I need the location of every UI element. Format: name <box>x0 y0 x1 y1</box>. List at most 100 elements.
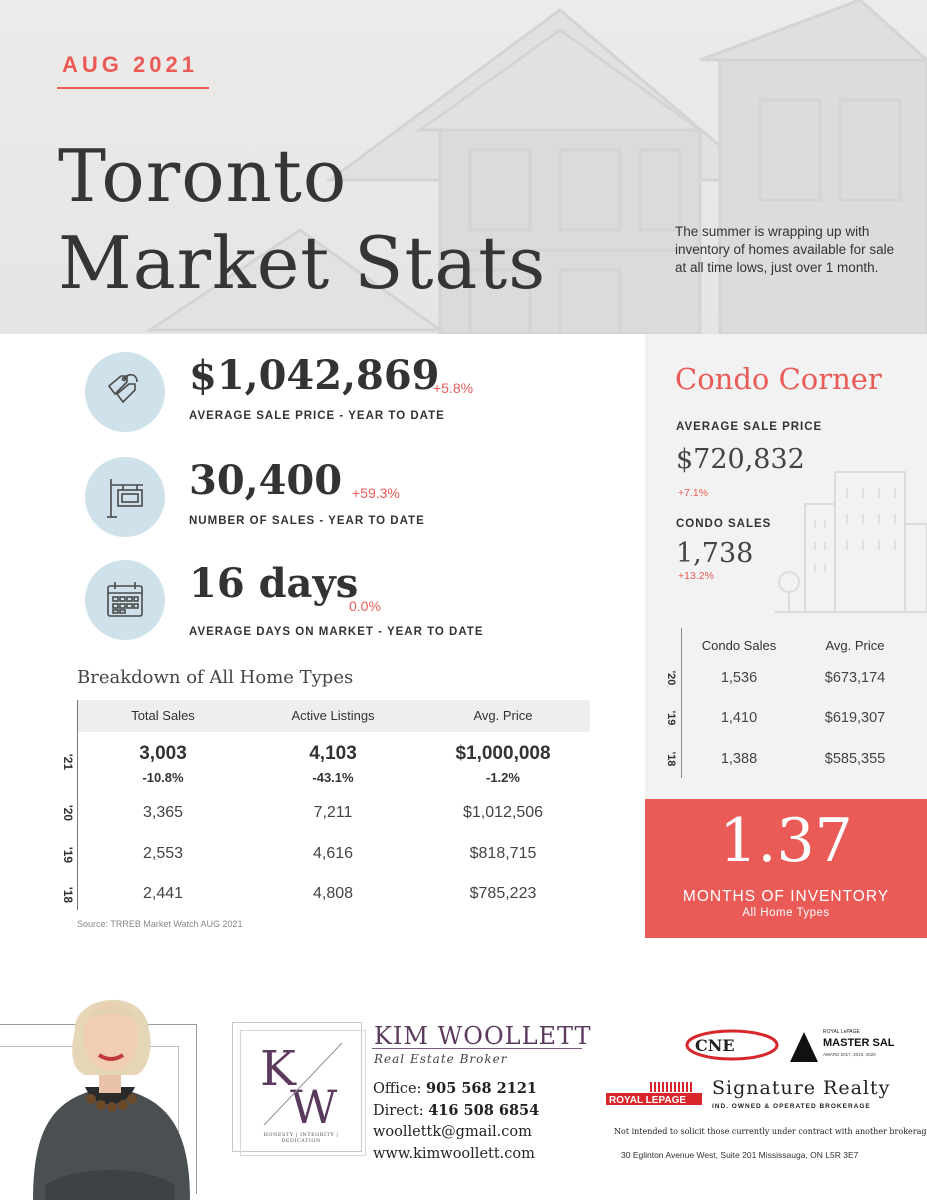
master-award-text: AWARD 2017, 2019, 2020 <box>823 1052 876 1057</box>
column-header-total-sales: Total Sales <box>131 708 195 723</box>
house-background-image <box>145 0 927 334</box>
hero-banner: AUG 2021 Toronto Market Stats The summer… <box>0 0 927 334</box>
svg-text:K: K <box>260 1041 297 1097</box>
stat-average-sale-price: $1,042,869 +5.8% AVERAGE SALE PRICE - YE… <box>85 352 605 442</box>
condo-table-cell: $585,355 <box>824 751 886 767</box>
website-link[interactable]: www.kimwoollett.com <box>373 1146 535 1162</box>
office-phone[interactable]: Office: 905 568 2121 <box>373 1080 537 1097</box>
condo-table-axis-line <box>681 628 682 778</box>
brokerage-name: Signature Realty <box>712 1077 891 1099</box>
row-year-label: '18 <box>61 886 75 904</box>
office-label: Office: <box>373 1081 427 1097</box>
logo-tagline: HONESTY | INTEGRITY | DEDICATION <box>263 1132 339 1144</box>
months-of-inventory-box: 1.37 MONTHS OF INVENTORY All Home Types <box>645 799 927 938</box>
stat-number-of-sales: 30,400 +59.3% NUMBER OF SALES - YEAR TO … <box>85 457 605 547</box>
condo-table-cell: 1,536 <box>720 670 758 686</box>
condo-column-header-sales: Condo Sales <box>701 638 777 653</box>
cne-logo-text: CNE <box>695 1036 735 1055</box>
row-year-label: '20 <box>61 804 75 822</box>
city-buildings-icon <box>775 471 927 613</box>
svg-text:W: W <box>290 1080 338 1130</box>
condo-avg-price-change: +7.1% <box>678 487 709 499</box>
table-cell: $785,223 <box>469 885 537 902</box>
condo-table-cell: 1,388 <box>720 751 758 767</box>
condo-avg-price-label: AVERAGE SALE PRICE <box>676 421 823 433</box>
direct-number: 416 508 6854 <box>428 1102 540 1119</box>
direct-label: Direct: <box>373 1103 429 1119</box>
price-tag-icon <box>107 373 138 404</box>
table-cell: 7,211 <box>313 804 353 821</box>
brokerage-subtitle: IND. OWNED & OPERATED BROKERAGE <box>712 1103 871 1110</box>
stat-value: 16 days <box>189 560 359 607</box>
condo-sales-value: 1,738 <box>676 538 754 569</box>
condo-row-year: '19 <box>665 710 677 726</box>
column-header-avg-price: Avg. Price <box>473 708 533 723</box>
table-cell: 4,103 <box>309 743 357 764</box>
table-cell: $1,012,506 <box>462 804 544 821</box>
stat-value: 30,400 <box>189 457 343 504</box>
table-cell: $1,000,008 <box>455 743 551 764</box>
row-year-label: '21 <box>61 753 75 771</box>
table-cell-change: -43.1% <box>312 770 354 785</box>
stat-change: +5.8% <box>433 380 474 396</box>
table-cell-change: -10.8% <box>142 770 184 785</box>
condo-table-cell: $619,307 <box>824 710 886 726</box>
royal-lepage-text: ROYAL LEPAGE <box>609 1095 686 1106</box>
office-number: 905 568 2121 <box>426 1080 538 1097</box>
inventory-value: 1.37 <box>719 806 853 876</box>
date-underline <box>57 87 209 89</box>
stat-icon-circle <box>85 560 165 640</box>
inventory-label: MONTHS OF INVENTORY <box>682 888 890 905</box>
page-title-line-1: Toronto <box>58 134 348 218</box>
disclaimer: Not intended to solicit those currently … <box>614 1127 927 1136</box>
stat-label: AVERAGE DAYS ON MARKET - YEAR TO DATE <box>189 626 484 638</box>
table-cell: 2,441 <box>142 885 184 902</box>
table-cell: 2,553 <box>142 845 184 862</box>
table-cell: 3,003 <box>139 743 187 764</box>
stat-label: AVERAGE SALE PRICE - YEAR TO DATE <box>189 410 445 422</box>
column-header-active-listings: Active Listings <box>291 708 375 723</box>
condo-sales-label: CONDO SALES <box>676 518 772 530</box>
direct-phone[interactable]: Direct: 416 508 6854 <box>373 1102 539 1119</box>
condo-avg-price-value: $720,832 <box>676 444 805 475</box>
source-note: Source: TRREB Market Watch AUG 2021 <box>77 919 243 929</box>
intro-text: The summer is wrapping up with inventory… <box>675 224 895 275</box>
agent-photo <box>33 999 190 1200</box>
stat-label: NUMBER OF SALES - YEAR TO DATE <box>189 515 425 527</box>
stat-icon-circle <box>85 457 165 537</box>
calendar-icon <box>107 582 143 617</box>
brokerage-address: 30 Eglinton Avenue West, Suite 201 Missi… <box>621 1150 859 1160</box>
stat-days-on-market: 16 days 0.0% AVERAGE DAYS ON MARKET - YE… <box>85 560 605 650</box>
frame-line <box>196 1024 197 1194</box>
condo-corner-title: Condo Corner <box>675 362 882 396</box>
table-cell: 4,616 <box>312 845 354 862</box>
agent-logo-frame-inner <box>240 1030 366 1156</box>
table-cell-change: -1.2% <box>486 770 520 785</box>
condo-table-cell: $673,174 <box>824 670 886 686</box>
agent-name: KIM WOOLLETT <box>374 1022 592 1050</box>
email-link[interactable]: woollettk@gmail.com <box>373 1124 532 1140</box>
row-year-label: '19 <box>61 846 75 864</box>
page-title-line-2: Market Stats <box>58 221 547 305</box>
table-cell: 3,365 <box>142 804 184 821</box>
condo-corner-panel: Condo Corner AVERAGE SALE PRICE $720,832… <box>645 334 927 799</box>
stat-change: 0.0% <box>349 598 381 614</box>
inventory-sublabel: All Home Types <box>742 907 830 919</box>
table-cell: 4,808 <box>312 885 354 902</box>
breakdown-header-row <box>78 700 590 732</box>
condo-sales-change: +13.2% <box>678 570 714 582</box>
condo-table-cell: 1,410 <box>720 710 758 726</box>
agent-logo-frame <box>232 1022 362 1152</box>
stat-change: +59.3% <box>352 485 400 501</box>
stat-icon-circle <box>85 352 165 432</box>
breakdown-axis-line <box>77 700 78 910</box>
agent-role: Real Estate Broker <box>374 1052 508 1066</box>
stat-value: $1,042,869 <box>189 352 440 399</box>
agent-name-rule <box>372 1048 582 1049</box>
cne-logo: CNE <box>685 1029 779 1061</box>
frame-line <box>178 1046 179 1196</box>
report-date: AUG 2021 <box>62 52 198 77</box>
condo-column-header-price: Avg. Price <box>825 638 885 653</box>
kw-monogram-logo: K W <box>260 1041 343 1130</box>
master-sales-award-logo: ROYAL LePAGE MASTER SALES AWARD 2017, 20… <box>790 1029 895 1062</box>
